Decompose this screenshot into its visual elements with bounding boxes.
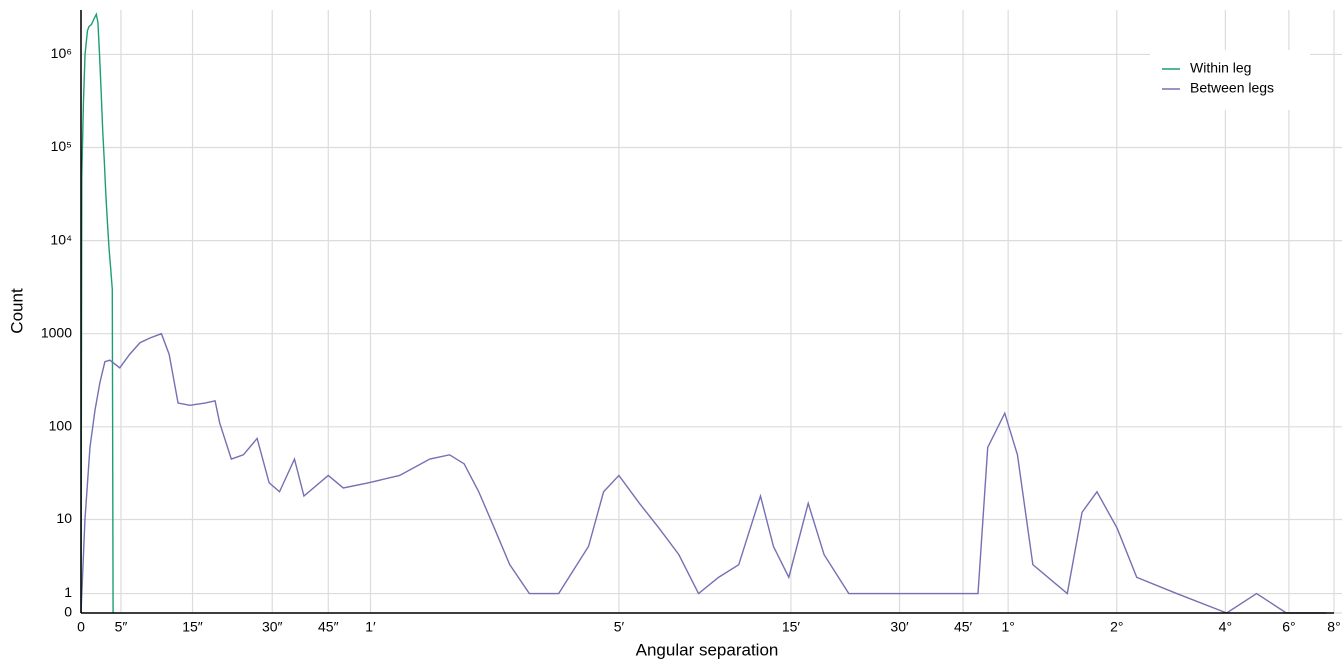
y-tick-label: 1000 (41, 324, 72, 340)
x-tick-label: 2° (1110, 619, 1123, 635)
y-tick-label: 10⁵ (51, 138, 72, 154)
x-tick-label: 6° (1282, 619, 1295, 635)
x-tick-label: 1′ (365, 619, 376, 635)
x-tick-label: 1° (1001, 619, 1014, 635)
series-line (80, 332, 1327, 614)
x-tick-label: 5′ (614, 619, 625, 635)
x-tick-label: 5″ (115, 619, 128, 635)
x-tick-label: 30″ (262, 619, 283, 635)
x-tick-label: 15′ (782, 619, 801, 635)
series-line (80, 12, 114, 614)
y-tick-label: 100 (49, 418, 73, 434)
legend-label: Between legs (1190, 80, 1274, 96)
x-axis-title: Angular separation (636, 640, 779, 659)
x-tick-label: 8° (1327, 619, 1340, 635)
legend-label: Within leg (1190, 60, 1251, 76)
x-tick-label: 45′ (954, 619, 973, 635)
legend-box (1150, 50, 1310, 110)
x-tick-label: 4° (1219, 619, 1232, 635)
y-tick-label: 1 (64, 584, 72, 600)
y-tick-label: 0 (64, 604, 72, 620)
y-tick-label: 10⁴ (50, 231, 72, 247)
x-tick-label: 0 (77, 619, 85, 635)
y-axis-title: Count (7, 288, 26, 334)
y-tick-label: 10 (56, 510, 72, 526)
x-tick-label: 45″ (318, 619, 339, 635)
x-tick-label: 15″ (182, 619, 203, 635)
y-tick-label: 10⁶ (51, 45, 72, 61)
x-tick-label: 30′ (890, 619, 909, 635)
